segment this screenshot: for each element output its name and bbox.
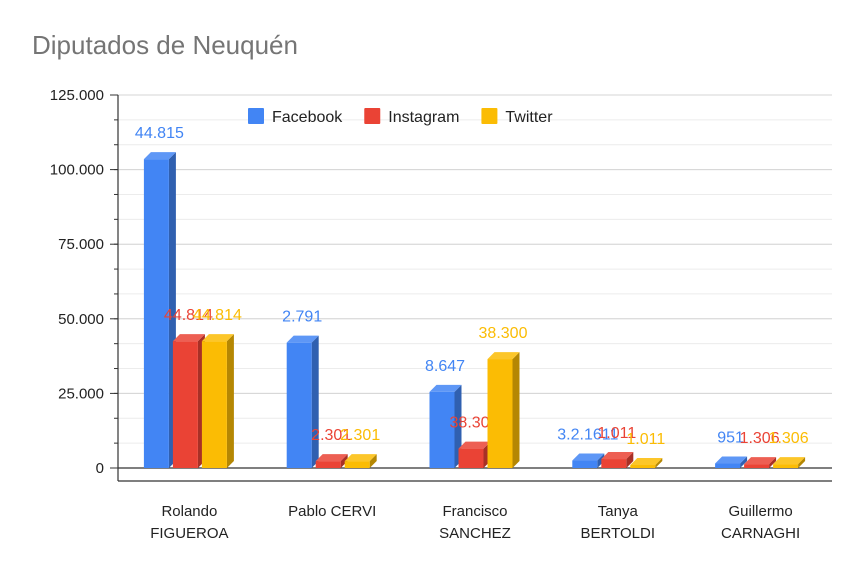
data-label: 951	[717, 430, 744, 447]
bar	[487, 359, 513, 468]
bar-top	[429, 384, 462, 392]
bar-top	[487, 352, 520, 360]
data-label: 2.301	[340, 427, 380, 444]
bar-side	[454, 384, 462, 468]
legend-label: Twitter	[505, 109, 553, 126]
bar	[572, 460, 598, 468]
bar-top	[344, 454, 377, 462]
bar-top	[601, 452, 634, 460]
bar-side	[597, 453, 605, 468]
bar-side	[740, 456, 748, 468]
legend-swatch	[481, 108, 498, 124]
bar	[286, 342, 312, 468]
x-tick-label: SANCHEZ	[439, 525, 511, 542]
bar-top	[201, 334, 234, 342]
data-label: 44.815	[135, 125, 184, 142]
bar-top	[630, 458, 663, 466]
data-label: 8.647	[425, 358, 465, 375]
bar	[601, 459, 627, 468]
bar-top	[315, 454, 348, 462]
bar	[143, 159, 169, 468]
data-label: 38.300	[479, 325, 528, 342]
y-tick-label: 125.000	[50, 87, 104, 104]
data-label: 44.814	[164, 307, 213, 324]
data-label: 2.791	[282, 309, 322, 326]
bar-side	[626, 452, 634, 468]
y-tick-label: 75.000	[58, 236, 104, 253]
bar-side	[226, 334, 234, 468]
bar	[458, 448, 484, 468]
x-tick-label: FIGUEROA	[150, 525, 228, 542]
bar-top	[572, 453, 605, 461]
data-label: 3.2.1611	[557, 427, 618, 444]
bar-top	[773, 457, 806, 465]
bar	[429, 391, 455, 468]
bar	[773, 464, 799, 468]
y-tick-label: 50.000	[58, 311, 104, 328]
bar	[172, 341, 198, 468]
y-tick-label: 100.000	[50, 162, 104, 179]
legend-label: Facebook	[272, 109, 343, 126]
x-tick-label: Tanya	[598, 503, 639, 520]
legend-swatch	[364, 108, 381, 124]
data-label: 1.011	[626, 431, 665, 448]
bar	[315, 461, 341, 468]
bar-side	[655, 458, 663, 468]
bar-side	[340, 454, 348, 468]
data-label: 2.301	[311, 427, 351, 444]
y-tick-label: 25.000	[58, 385, 104, 402]
x-tick-label: Rolando	[161, 503, 217, 520]
x-tick-label: Francisco	[442, 503, 507, 520]
x-tick-label: Pablo CERVI	[288, 503, 376, 520]
bar	[201, 341, 227, 468]
y-tick-label: 0	[96, 460, 104, 477]
x-tick-label: CARNAGHI	[721, 525, 800, 542]
bar	[715, 463, 741, 468]
bar-side	[512, 352, 520, 468]
legend-label: Instagram	[388, 109, 459, 126]
bar-side	[769, 457, 777, 468]
data-label: 38.300	[450, 415, 499, 432]
bar-side	[798, 457, 806, 468]
data-label: 44.814	[193, 307, 242, 324]
chart-title: Diputados de Neuquén	[32, 30, 298, 60]
legend-swatch	[248, 108, 264, 124]
bar	[344, 461, 370, 468]
data-label: 1.011	[597, 425, 636, 442]
bar	[744, 464, 770, 468]
x-tick-label: Guillermo	[729, 503, 793, 520]
bar-top	[172, 334, 205, 342]
bar-top	[143, 152, 176, 160]
data-label: 1.306	[769, 430, 809, 447]
bar-top	[286, 335, 319, 343]
bar	[630, 465, 656, 468]
data-label: 1.306	[740, 430, 780, 447]
bar-top	[715, 456, 748, 464]
bar-top	[458, 441, 491, 449]
x-tick-label: BERTOLDI	[581, 525, 655, 542]
bar-side	[369, 454, 377, 468]
bar-side	[311, 335, 319, 468]
bar-top	[744, 457, 777, 465]
